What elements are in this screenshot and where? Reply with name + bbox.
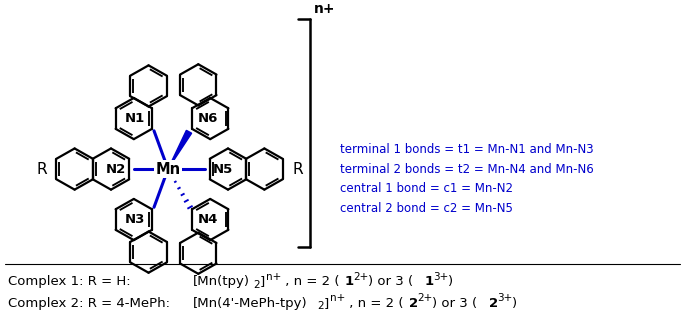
Text: ) or 3 (: ) or 3 (: [368, 275, 413, 288]
Text: [Mn(tpy): [Mn(tpy): [193, 275, 250, 288]
Text: 2: 2: [317, 301, 323, 311]
Text: ) or 3 (: ) or 3 (: [432, 297, 477, 310]
Text: [Mn(4'-MePh-tpy): [Mn(4'-MePh-tpy): [193, 297, 308, 310]
Text: , n = 2 (: , n = 2 (: [345, 297, 403, 310]
Text: 2+: 2+: [417, 293, 432, 303]
Text: ): ): [512, 297, 517, 310]
Text: N3: N3: [125, 213, 145, 226]
Text: R: R: [292, 161, 303, 177]
Text: Complex 2: R = 4-MePh:: Complex 2: R = 4-MePh:: [8, 297, 170, 310]
Text: Complex 1: R = H:: Complex 1: R = H:: [8, 275, 131, 288]
Polygon shape: [168, 130, 192, 169]
Text: N2: N2: [105, 162, 126, 176]
Text: R: R: [36, 161, 47, 177]
Text: n+: n+: [266, 272, 282, 282]
Text: , n = 2 (: , n = 2 (: [281, 275, 340, 288]
Text: Mn: Mn: [155, 161, 181, 177]
Text: ]: ]: [260, 275, 265, 288]
Text: central 1 bond = c1 = Mn-N2: central 1 bond = c1 = Mn-N2: [340, 182, 513, 195]
Text: 2: 2: [253, 280, 260, 290]
Text: N4: N4: [198, 213, 219, 226]
Text: 2: 2: [409, 297, 418, 310]
Text: 2+: 2+: [353, 272, 369, 282]
Text: 3+: 3+: [433, 272, 448, 282]
Text: 2: 2: [489, 297, 498, 310]
Text: n+: n+: [314, 2, 336, 16]
Text: N5: N5: [213, 162, 234, 176]
Text: N1: N1: [125, 112, 145, 125]
Text: terminal 1 bonds = t1 = Mn-N1 and Mn-N3: terminal 1 bonds = t1 = Mn-N1 and Mn-N3: [340, 143, 594, 156]
Text: 1: 1: [425, 275, 434, 288]
Text: terminal 2 bonds = t2 = Mn-N4 and Mn-N6: terminal 2 bonds = t2 = Mn-N4 and Mn-N6: [340, 162, 594, 176]
Text: 1: 1: [345, 275, 354, 288]
Text: ): ): [448, 275, 453, 288]
Text: 3+: 3+: [497, 293, 512, 303]
Text: N6: N6: [198, 112, 219, 125]
Text: central 2 bond = c2 = Mn-N5: central 2 bond = c2 = Mn-N5: [340, 202, 513, 215]
Text: ]: ]: [324, 297, 329, 310]
Text: n+: n+: [330, 293, 345, 303]
